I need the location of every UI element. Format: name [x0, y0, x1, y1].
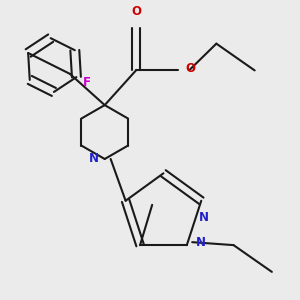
- Text: N: N: [199, 211, 209, 224]
- Text: N: N: [196, 236, 206, 249]
- Text: O: O: [185, 62, 196, 75]
- Text: O: O: [131, 5, 141, 18]
- Text: N: N: [89, 152, 99, 166]
- Text: F: F: [83, 76, 91, 89]
